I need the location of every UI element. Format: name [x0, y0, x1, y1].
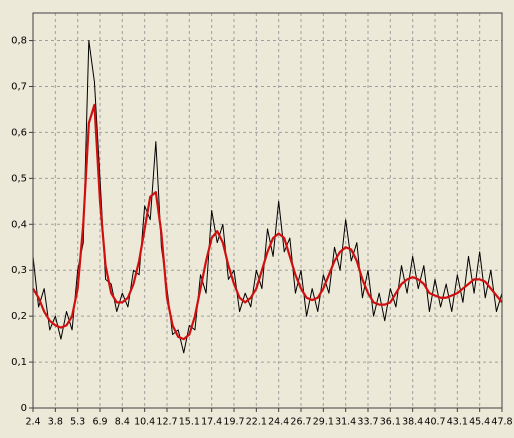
y-tick-label: 0,4	[11, 219, 27, 230]
x-tick-label: 12.7	[156, 417, 177, 428]
y-tick-label: 0,5	[11, 173, 27, 184]
x-tick-label: 36.1	[380, 417, 401, 428]
x-tick-label: 31.4	[335, 417, 356, 428]
x-tick-label: 45.4	[469, 417, 490, 428]
y-tick-label: 0,7	[11, 81, 27, 92]
x-tick-label: 19.7	[223, 417, 244, 428]
x-tick-label: 47.8	[491, 417, 512, 428]
y-tick-label: 0,8	[11, 36, 27, 47]
x-tick-label: 43.1	[447, 417, 468, 428]
series-line	[32, 103, 503, 341]
x-tick-label: 22.1	[246, 417, 267, 428]
y-tick-label: 0,2	[11, 311, 27, 322]
plot-frame	[32, 12, 503, 409]
x-tick-label: 10.4	[134, 417, 155, 428]
y-tick-label: 0,6	[11, 127, 27, 138]
x-tick-label: 6.9	[92, 417, 107, 428]
x-tick-label: 17.4	[201, 417, 222, 428]
x-tick-label: 38.4	[402, 417, 423, 428]
y-tick-label: 0,1	[11, 357, 27, 368]
x-tick-label: 3.8	[48, 417, 63, 428]
x-tick-label: 29.1	[313, 417, 334, 428]
series-line	[32, 40, 503, 354]
x-tick-label: 8.4	[115, 417, 130, 428]
x-tick-label: 24.4	[268, 417, 289, 428]
y-tick-label: 0,3	[11, 265, 27, 276]
plot-area	[32, 12, 503, 409]
x-tick-label: 2.4	[25, 417, 40, 428]
x-tick-label: 5.3	[70, 417, 85, 428]
x-tick-label: 33.7	[357, 417, 378, 428]
y-tick-label: 0	[21, 403, 27, 414]
x-tick-label: 26.7	[290, 417, 311, 428]
x-tick-label: 15.1	[179, 417, 200, 428]
x-tick-label: 40.7	[424, 417, 445, 428]
